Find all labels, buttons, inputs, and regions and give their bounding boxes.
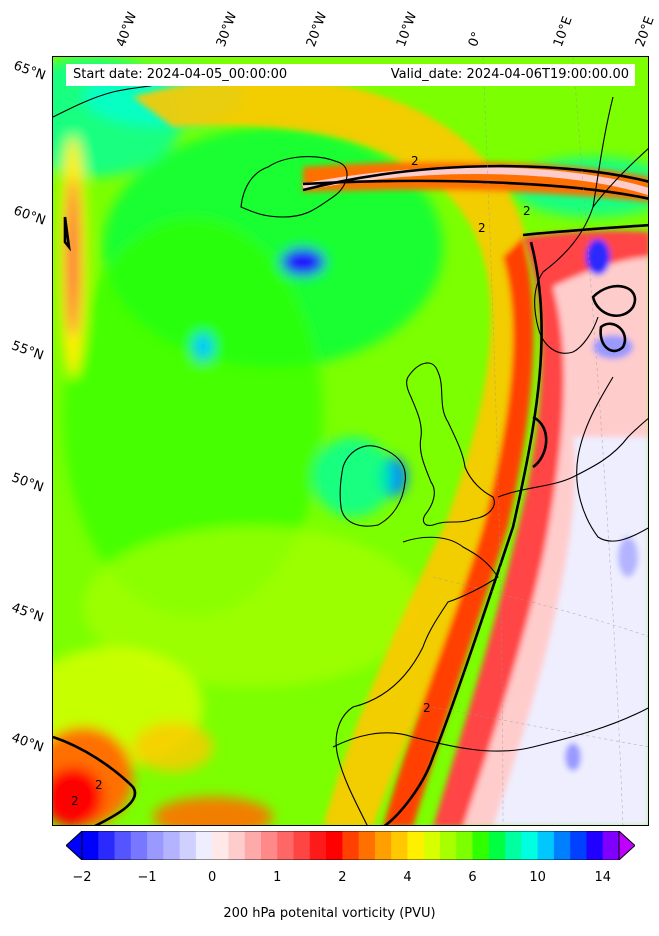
date-info-box: Start date: 2024-04-05_00:00:00 Valid_da…	[66, 64, 635, 86]
lon-label: 20°W	[303, 10, 331, 49]
colorbar-cell	[602, 831, 620, 860]
colorbar-cell	[277, 831, 295, 860]
contour-label: 2	[423, 701, 431, 715]
start-date-text: Start date: 2024-04-05_00:00:00	[73, 67, 288, 82]
colorbar-tick-label: 1	[273, 870, 282, 885]
colorbar-cell	[342, 831, 360, 860]
colorbar-cell	[98, 831, 116, 860]
contour-label: 2	[95, 778, 103, 792]
colorbar-cell	[179, 831, 197, 860]
colorbar-tick-label: 14	[594, 870, 611, 885]
colorbar-cell	[456, 831, 474, 860]
map-svg: 2 2 2 2 2 2	[53, 57, 648, 825]
iceland-coast	[240, 156, 348, 218]
colorbar-cell	[244, 831, 262, 860]
pv-map: 2 2 2 2 2 2	[52, 56, 649, 826]
colorbar-tick-label: 6	[468, 870, 477, 885]
colorbar	[66, 831, 635, 860]
colorbar-cell	[521, 831, 539, 860]
colorbar-cell	[505, 831, 522, 860]
colorbar-under-arrow	[66, 831, 83, 860]
lon-label: 10°E	[550, 14, 576, 50]
britain-coast	[406, 362, 495, 526]
colorbar-cell	[212, 831, 229, 860]
colorbar-cell	[261, 831, 278, 860]
iberia-coast	[335, 646, 424, 825]
lon-label: 30°W	[213, 10, 241, 49]
contour-labels: 2 2 2 2 2 2	[71, 154, 531, 808]
contour-label: 2	[523, 204, 531, 218]
ireland-coast	[339, 445, 406, 527]
colorbar-label: 200 hPa potenital vorticity (PVU)	[223, 906, 436, 921]
colorbar-cell	[358, 831, 376, 860]
lat-label: 40°N	[9, 730, 46, 756]
lon-label: 10°W	[393, 10, 421, 49]
colorbar-tick-label: 0	[208, 870, 217, 885]
coastlines	[53, 81, 648, 825]
colorbar-cell	[407, 831, 425, 860]
colorbar-cell	[326, 831, 343, 860]
lon-label: 0°	[465, 29, 486, 49]
colorbar-tick-label: −2	[72, 870, 92, 885]
baltic-coast	[576, 376, 648, 542]
colorbar-cell	[228, 831, 246, 860]
france-coast	[402, 536, 499, 648]
lat-label: 50°N	[9, 470, 46, 496]
colorbar-cell	[586, 831, 604, 860]
north-africa-coast	[332, 707, 648, 752]
colorbar-tick-label: −1	[137, 870, 157, 885]
valid-date-text: Valid_date: 2024-04-06T19:00:00.00	[390, 67, 629, 82]
colorbar-tick-label: 10	[529, 870, 546, 885]
colorbar-cell	[195, 831, 213, 860]
norway-coast	[534, 96, 614, 354]
europe-coast	[497, 417, 648, 498]
colorbar-cell	[440, 831, 457, 860]
colorbar-cell	[130, 831, 148, 860]
pv-field	[53, 57, 648, 825]
colorbar-cell	[570, 831, 587, 860]
colorbar-cell	[147, 831, 164, 860]
colorbar-frame	[81, 831, 620, 860]
contour-label: 2	[71, 794, 79, 808]
lon-label: 20°E	[632, 14, 658, 50]
colorbar-cell	[163, 831, 181, 860]
colorbar-cells	[82, 831, 620, 860]
scandinavia-east	[592, 148, 648, 208]
colorbar-cell	[309, 831, 327, 860]
colorbar-cell	[537, 831, 555, 860]
colorbar-cell	[82, 831, 99, 860]
pv-high-region	[433, 230, 648, 825]
lat-label: 55°N	[9, 338, 46, 364]
contour-label: 2	[411, 154, 419, 168]
lon-label: 40°W	[113, 10, 141, 49]
colorbar-cell	[423, 831, 441, 860]
colorbar-cell	[472, 831, 490, 860]
colorbar-cell	[553, 831, 571, 860]
lat-label: 45°N	[9, 600, 46, 626]
colorbar-over-arrow	[618, 831, 635, 860]
colorbar-cell	[293, 831, 311, 860]
contour-label: 2	[478, 221, 486, 235]
pv-2-contours	[53, 164, 648, 825]
colorbar-tick-label: 4	[403, 870, 412, 885]
lat-label: 60°N	[11, 203, 48, 229]
colorbar-cell	[488, 831, 506, 860]
colorbar-cell	[114, 831, 132, 860]
colorbar-cell	[391, 831, 408, 860]
graticule	[432, 57, 648, 825]
colorbar-tick-label: 2	[338, 870, 347, 885]
colorbar-cell	[374, 831, 392, 860]
lat-label: 65°N	[11, 58, 48, 84]
